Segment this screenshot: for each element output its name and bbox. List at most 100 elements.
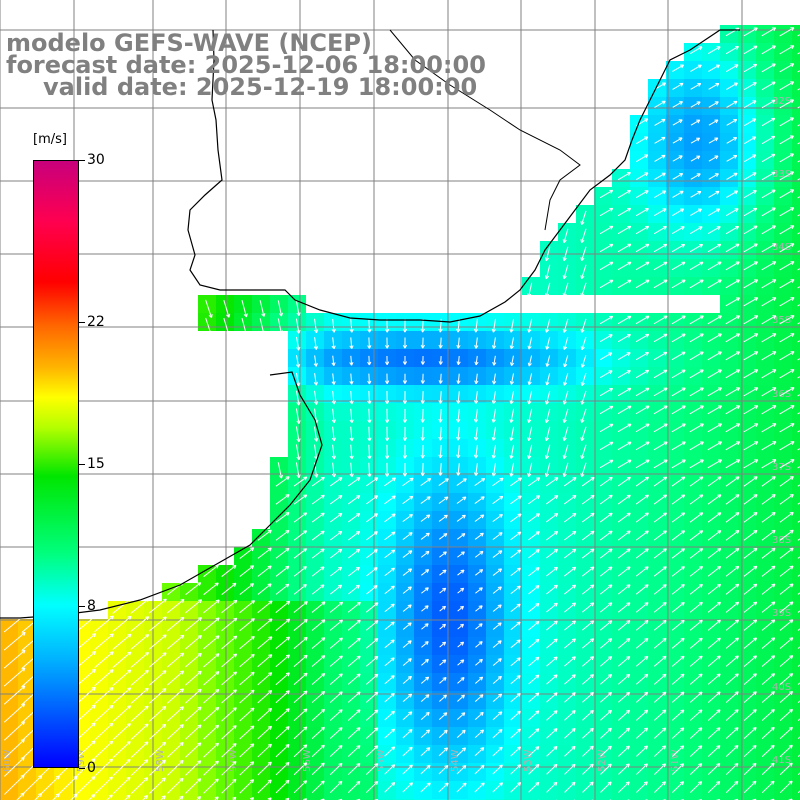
wind-arrow: [726, 137, 738, 144]
wind-arrow: [599, 189, 614, 199]
wind-arrow: [761, 81, 776, 91]
wind-arrow: [761, 135, 776, 145]
wind-speed-cell: [792, 619, 800, 637]
latitude-label: 40S: [772, 682, 791, 693]
longitude-label: 52W: [597, 749, 608, 772]
wind-arrow: [690, 83, 702, 90]
colorbar-tick-label: 8: [87, 597, 96, 614]
wind-arrow: [779, 135, 794, 145]
wind-arrow: [689, 243, 704, 253]
wind-arrow: [779, 225, 795, 235]
wind-speed-cell: [792, 151, 800, 169]
wind-speed-cell: [792, 691, 800, 709]
wind-arrow: [580, 210, 587, 226]
wind-arrow: [690, 119, 701, 126]
wind-arrow: [562, 228, 569, 244]
wind-speed-cell: [792, 439, 800, 457]
wind-arrow: [725, 46, 739, 55]
wind-arrow: [743, 207, 758, 217]
wind-arrow: [636, 172, 649, 180]
wind-arrow: [672, 190, 684, 198]
wind-arrow: [726, 155, 738, 162]
latitude-label: 37S: [772, 462, 791, 473]
wind-arrow: [689, 261, 704, 271]
wind-arrow: [726, 208, 739, 217]
colorbar-tick-label: 15: [87, 456, 105, 472]
wind-speed-cell: [792, 61, 800, 79]
wind-vectors: [3, 27, 800, 800]
wind-arrow: [562, 246, 569, 262]
wind-speed-cell: [792, 745, 800, 763]
colorbar-tick-label: 30: [87, 152, 105, 168]
wind-arrow: [708, 82, 720, 90]
wind-arrow: [690, 46, 703, 54]
wind-arrow: [617, 243, 632, 253]
colorbar-tick-mark: [79, 605, 85, 607]
wind-speed-cell: [792, 223, 800, 241]
wind-arrow: [779, 189, 795, 199]
wind-arrow: [672, 155, 683, 162]
wind-arrow: [779, 27, 795, 37]
wind-arrow: [672, 208, 685, 216]
wind-arrow: [743, 27, 758, 37]
wind-speed-cell: [792, 493, 800, 511]
wind-arrow: [671, 261, 686, 271]
wind-arrow: [635, 261, 650, 271]
wind-speed-cell: [792, 601, 800, 619]
wind-arrow: [654, 208, 667, 217]
longitude-label: 58W: [155, 749, 166, 772]
wind-arrow: [654, 172, 666, 180]
wind-arrow: [544, 264, 551, 280]
wind-arrow: [653, 243, 668, 253]
colorbar-tick-label: 0: [87, 760, 96, 776]
wind-arrow: [744, 136, 757, 144]
longitude-label: 56W: [302, 749, 313, 772]
colorbar-tick-mark: [79, 768, 85, 769]
wind-arrow: [725, 243, 740, 253]
wind-arrow: [617, 261, 632, 271]
wind-arrow: [743, 45, 758, 55]
wind-arrow: [635, 225, 650, 235]
wind-arrow: [779, 207, 795, 217]
longitude-label: 57W: [228, 749, 239, 772]
wind-speed-cell: [792, 709, 800, 727]
colorbar-tick-label: 22: [87, 314, 105, 331]
wind-arrow: [726, 190, 739, 198]
wind-speed-cell: [792, 511, 800, 529]
wind-arrow: [707, 243, 722, 253]
wind-arrow: [690, 226, 703, 235]
wind-arrow: [617, 207, 632, 217]
wind-arrow: [779, 117, 794, 127]
wind-arrow: [726, 64, 739, 72]
wind-arrow: [653, 226, 667, 235]
wind-speed-cell: [792, 79, 800, 97]
wind-speed-cell: [792, 241, 800, 259]
colorbar-tick-mark: [79, 464, 85, 465]
wind-arrow: [599, 225, 614, 235]
wind-speed-cell: [792, 133, 800, 151]
wind-arrow: [779, 153, 794, 163]
wind-speed-cell: [792, 529, 800, 547]
wind-arrow: [654, 136, 666, 144]
wind-arrow: [761, 225, 776, 235]
wind-arrow: [635, 190, 649, 199]
wind-speed-cell: [792, 187, 800, 205]
wind-arrow: [761, 243, 777, 253]
wind-arrow: [708, 101, 719, 108]
wind-arrow: [744, 154, 757, 162]
wind-speed-cell: [792, 655, 800, 673]
wind-arrow: [779, 63, 795, 73]
wind-speed-cell: [792, 349, 800, 367]
wind-arrow: [708, 46, 721, 55]
wind-arrow: [544, 246, 551, 262]
colorbar-tick-mark: [79, 322, 85, 324]
wind-speed-cell: [792, 583, 800, 601]
wind-arrow: [761, 117, 776, 127]
wind-arrow: [599, 207, 614, 217]
wind-arrow: [617, 189, 631, 199]
wind-arrow: [779, 243, 795, 253]
wind-arrow: [671, 226, 685, 235]
wind-arrow: [599, 261, 614, 271]
